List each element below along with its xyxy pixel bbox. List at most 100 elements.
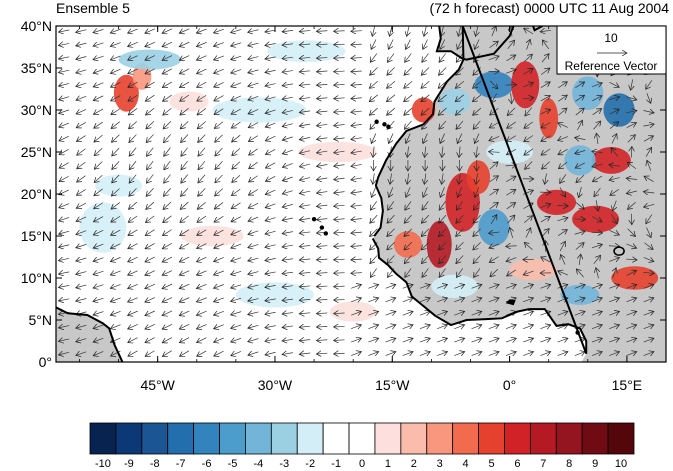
wind-arrow [198, 174, 206, 183]
wind-arrow [58, 326, 70, 328]
wind-arrow [647, 92, 651, 103]
wind-arrow [214, 271, 224, 275]
wind-arrow [282, 286, 293, 287]
wind-arrow [76, 258, 87, 261]
wind-arrow [93, 43, 104, 46]
wind-arrow [440, 133, 445, 144]
wind-arrow [437, 352, 447, 356]
wind-arrow [490, 215, 497, 225]
wind-arrow [351, 273, 362, 274]
wind-arrow [419, 325, 430, 329]
wind-arrow [626, 111, 637, 113]
wind-arrow [282, 353, 293, 355]
wind-arrow [540, 338, 550, 342]
wind-arrow [299, 272, 311, 273]
wind-arrow [316, 178, 328, 180]
wind-arrow [146, 108, 155, 115]
colorbar-swatch [89, 422, 117, 455]
colorbar-swatch [555, 422, 583, 455]
wind-arrow [181, 188, 189, 196]
colorbar-label: 10 [615, 458, 627, 470]
wind-arrow [162, 68, 173, 74]
wind-arrow [214, 243, 224, 249]
wind-arrow [93, 244, 104, 248]
wind-arrow [626, 259, 637, 260]
wind-arrow [180, 215, 189, 223]
wind-arrow [128, 350, 138, 356]
wind-arrow [93, 312, 104, 315]
lat-tick-label: 40°N [21, 18, 52, 34]
wind-arrow [59, 162, 69, 169]
wind-arrow [334, 58, 345, 59]
wind-arrow [454, 352, 464, 356]
wind-arrow [402, 298, 413, 302]
wind-arrow [489, 162, 498, 170]
wind-arrow [265, 285, 276, 287]
wind-arrow [94, 188, 103, 196]
wind-arrow [197, 201, 206, 209]
wind-arrow [524, 242, 533, 250]
wind-arrow [524, 28, 534, 35]
wind-arrow [525, 161, 533, 169]
wind-arrow [265, 218, 276, 221]
wind-arrow [299, 313, 311, 314]
wind-arrow [265, 149, 276, 154]
wind-arrow [385, 338, 396, 342]
wind-arrow [626, 298, 636, 302]
wind-arrow [316, 58, 328, 59]
wind-arrow [643, 352, 654, 356]
wind-arrow [488, 338, 499, 342]
coastline [56, 306, 124, 362]
wind-arrow [76, 244, 87, 247]
wind-arrow [471, 325, 482, 329]
wind-arrow [423, 187, 427, 197]
wind-arrow [76, 298, 87, 301]
wind-arrow [180, 94, 190, 101]
wind-arrow [643, 311, 654, 315]
wind-arrow [591, 83, 602, 87]
island [311, 217, 317, 222]
wind-arrow [58, 43, 70, 45]
wind-arrow [351, 311, 361, 315]
wind-arrow [611, 134, 617, 144]
lon-tick-label: 0° [503, 377, 516, 393]
wind-arrow [146, 147, 154, 157]
wind-arrow [406, 133, 411, 144]
wind-arrow [93, 216, 104, 222]
wind-arrow [385, 284, 396, 288]
wind-arrow [215, 188, 223, 196]
wind-arrow [299, 57, 311, 58]
wind-arrow [440, 187, 444, 197]
wind-arrow [524, 135, 534, 142]
wind-arrow [214, 108, 224, 115]
wind-arrow [440, 39, 446, 50]
wind-arrow [489, 244, 500, 248]
wind-arrow [646, 80, 653, 89]
wind-arrow [214, 215, 224, 222]
wind-arrow [316, 151, 328, 153]
wind-arrow [214, 95, 224, 101]
wind-arrow [419, 284, 430, 288]
wind-arrow [128, 324, 138, 329]
wind-arrow [128, 201, 138, 209]
wind-arrow [265, 70, 276, 72]
wind-arrow [231, 43, 242, 46]
wind-arrow [385, 311, 396, 315]
wind-arrow [370, 67, 378, 75]
wind-arrow [299, 151, 311, 154]
anomaly-blob [267, 40, 346, 63]
wind-arrow [93, 83, 104, 87]
wind-arrow [179, 55, 190, 61]
wind-arrow [439, 120, 447, 129]
wind-arrow [215, 134, 223, 142]
wind-arrow [387, 53, 395, 63]
wind-arrow [196, 29, 207, 33]
wind-arrow [473, 80, 482, 88]
wind-arrow [422, 268, 429, 277]
wind-arrow [162, 256, 173, 262]
wind-arrow [388, 201, 395, 210]
wind-arrow [438, 241, 447, 250]
wind-arrow [644, 242, 653, 250]
wind-arrow [626, 311, 636, 315]
anomaly-blob [79, 202, 127, 253]
